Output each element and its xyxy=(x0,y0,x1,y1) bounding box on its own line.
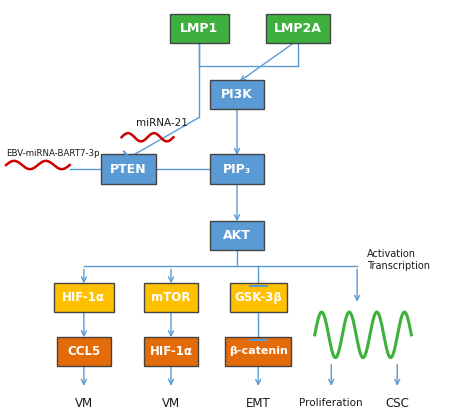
Text: VM: VM xyxy=(75,397,93,409)
FancyBboxPatch shape xyxy=(266,14,330,43)
FancyBboxPatch shape xyxy=(101,154,156,184)
FancyBboxPatch shape xyxy=(144,337,198,366)
FancyBboxPatch shape xyxy=(210,154,264,184)
FancyBboxPatch shape xyxy=(225,337,292,366)
FancyBboxPatch shape xyxy=(144,283,198,312)
FancyBboxPatch shape xyxy=(170,14,229,43)
Text: VM: VM xyxy=(162,397,180,409)
Text: LMP1: LMP1 xyxy=(180,22,219,35)
Text: miRNA-21: miRNA-21 xyxy=(136,118,188,128)
Text: EMT: EMT xyxy=(246,397,271,409)
Text: HIF-1α: HIF-1α xyxy=(149,345,192,358)
FancyBboxPatch shape xyxy=(56,337,111,366)
FancyBboxPatch shape xyxy=(54,283,114,312)
Text: GSK-3β: GSK-3β xyxy=(234,291,282,304)
Text: LMP2A: LMP2A xyxy=(274,22,322,35)
Text: mTOR: mTOR xyxy=(151,291,191,304)
FancyBboxPatch shape xyxy=(210,221,264,250)
Text: β-catenin: β-catenin xyxy=(229,347,288,357)
Text: HIF-1α: HIF-1α xyxy=(63,291,105,304)
Text: CSC: CSC xyxy=(385,397,409,409)
FancyBboxPatch shape xyxy=(210,80,264,109)
Text: Activation
Transcription: Activation Transcription xyxy=(366,249,429,271)
FancyBboxPatch shape xyxy=(230,283,287,312)
Text: Proliferation: Proliferation xyxy=(300,398,363,408)
Text: PTEN: PTEN xyxy=(110,163,147,176)
Text: CCL5: CCL5 xyxy=(67,345,100,358)
Text: PIP₃: PIP₃ xyxy=(223,163,251,176)
Text: AKT: AKT xyxy=(223,229,251,242)
Text: EBV-miRNA-BART7-3p: EBV-miRNA-BART7-3p xyxy=(6,148,100,158)
Text: PI3K: PI3K xyxy=(221,88,253,101)
